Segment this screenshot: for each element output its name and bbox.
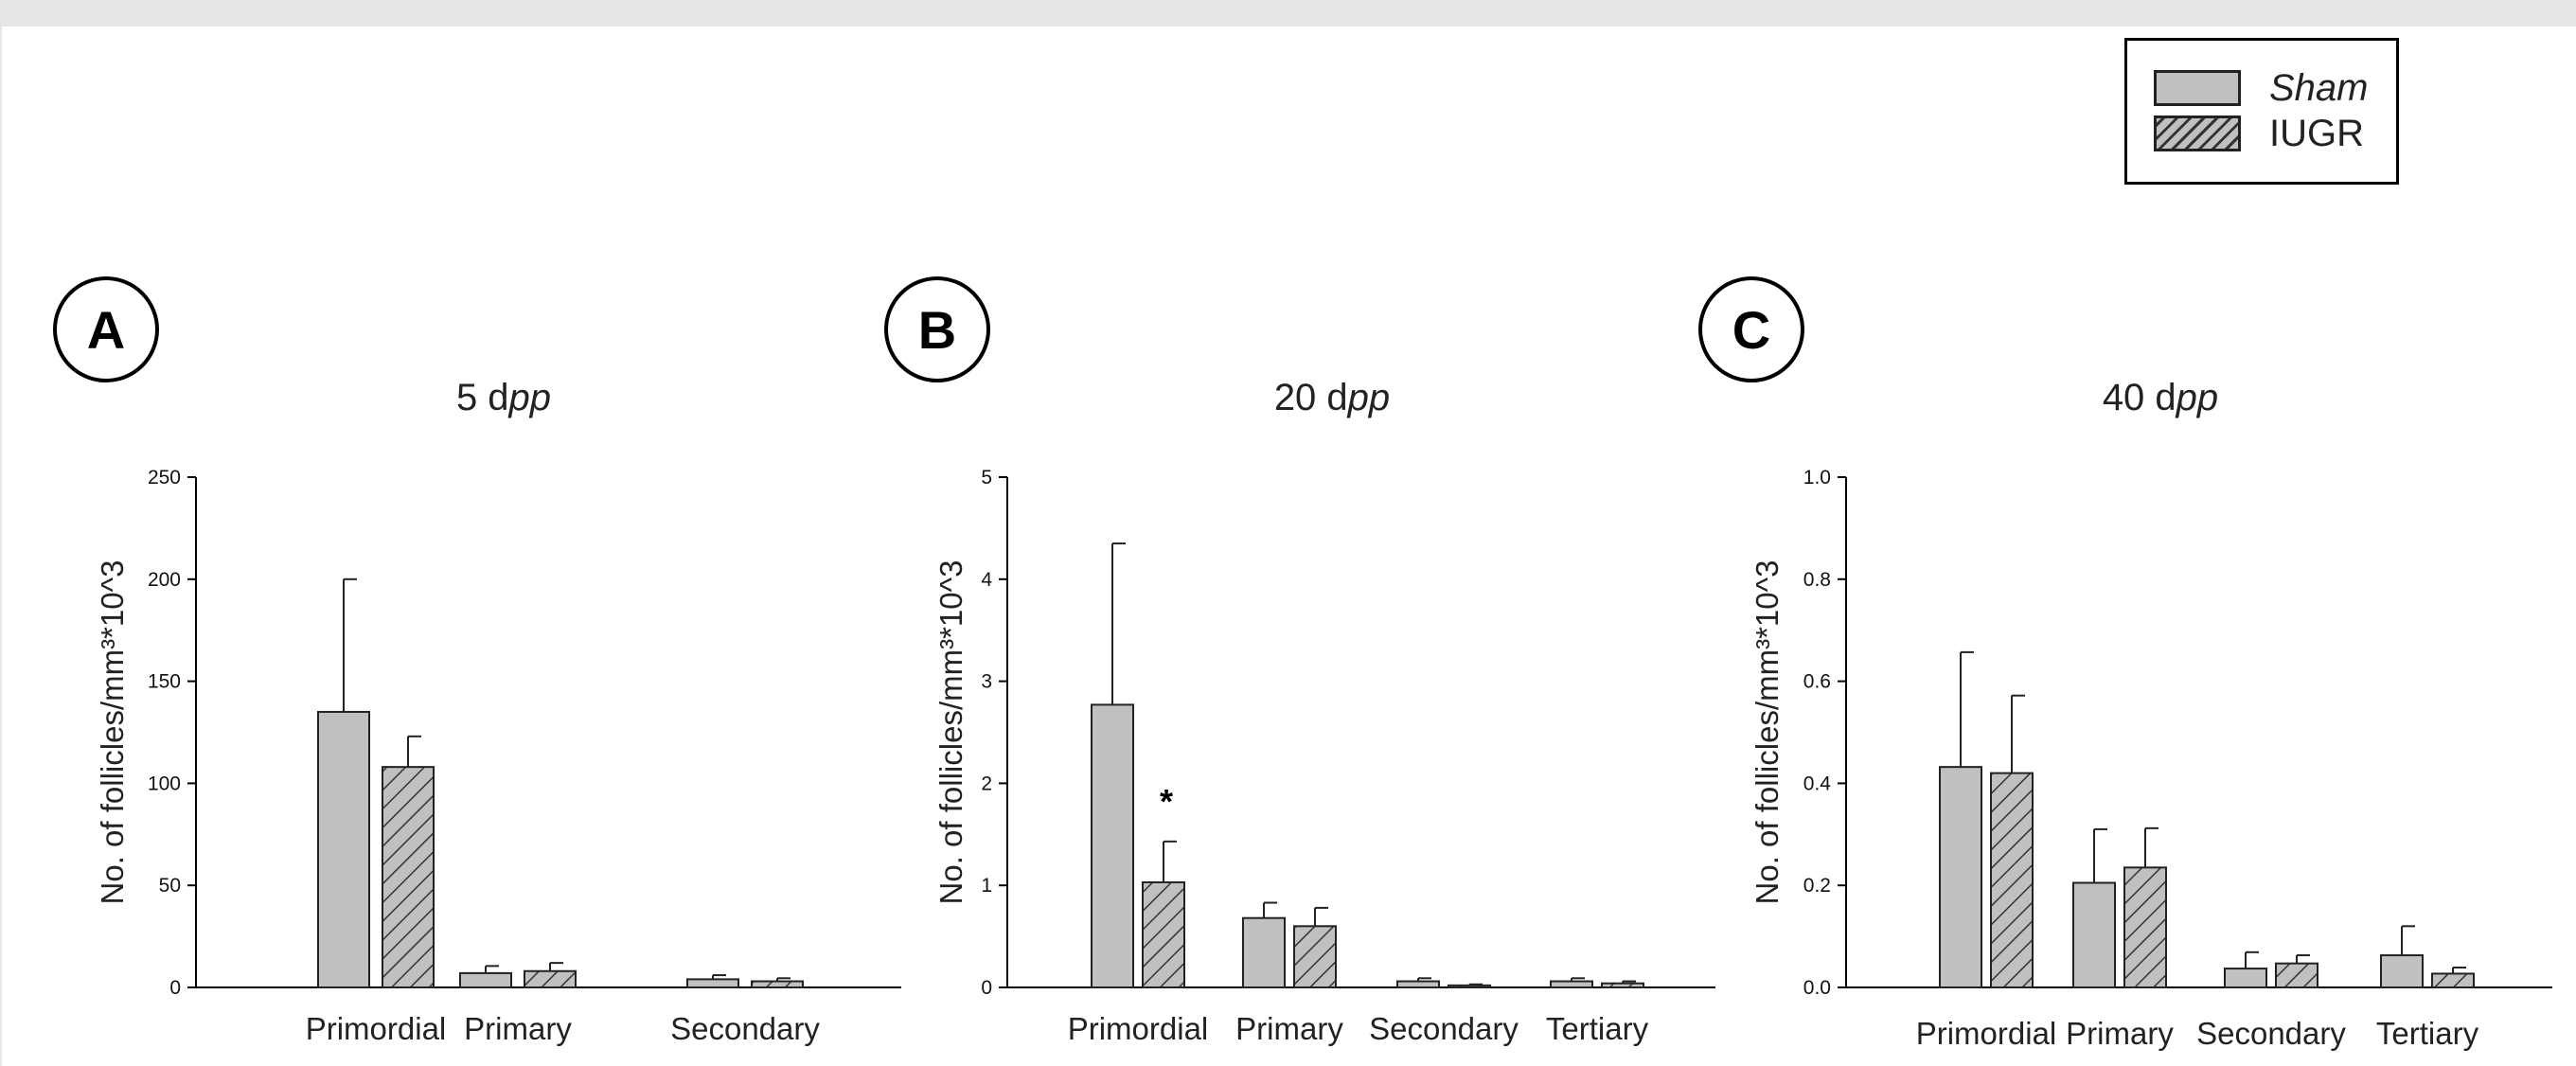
x-category-label: Primary xyxy=(464,1011,572,1046)
legend-label: Sham xyxy=(2269,66,2369,109)
bar-secondary-sham xyxy=(2224,968,2267,989)
bar-primary-sham xyxy=(2072,881,2116,989)
x-category-label: Secondary xyxy=(1369,1011,1519,1046)
y-tick-label: 0 xyxy=(169,977,181,999)
y-tick-label: 0.6 xyxy=(1803,671,1831,693)
x-category-label: Secondary xyxy=(670,1011,820,1046)
y-tick-label: 3 xyxy=(981,671,992,693)
bar-primordial-iugr xyxy=(1142,880,1185,988)
bar-primary-sham xyxy=(459,971,512,989)
legend-label: IUGR xyxy=(2269,112,2364,154)
bar-primordial-sham xyxy=(1091,703,1134,988)
chart-title: 5 dpp xyxy=(456,377,551,418)
bar-secondary-sham xyxy=(686,978,739,988)
x-category-label: Primordial xyxy=(1916,1016,2057,1051)
y-axis-label: No. of follicles/mm³*10^3 xyxy=(1750,560,1785,905)
legend: Sham IUGR xyxy=(2124,38,2399,185)
y-tick-label: 150 xyxy=(148,671,181,693)
panel-letter: C xyxy=(1732,300,1770,360)
legend-item-sham: Sham xyxy=(2154,67,2369,109)
panel-letter-circle xyxy=(1698,276,1804,382)
panel-letter: B xyxy=(918,300,956,360)
y-tick-label: 1.0 xyxy=(1803,467,1831,489)
bar-tertiary-iugr xyxy=(1601,982,1644,988)
y-tick-label: 5 xyxy=(981,467,992,489)
legend-swatch-solid xyxy=(2154,70,2241,106)
bar-primary-sham xyxy=(1242,916,1286,988)
y-tick-label: 0.2 xyxy=(1803,875,1831,897)
bar-primary-iugr xyxy=(524,969,577,989)
bar-primordial-sham xyxy=(317,710,370,988)
bar-primordial-sham xyxy=(1939,766,1982,988)
chart-title: 40 dpp xyxy=(2103,377,2218,418)
x-category-label: Primordial xyxy=(306,1011,447,1046)
legend-swatch-hatched xyxy=(2154,115,2241,151)
y-tick-label: 4 xyxy=(981,569,992,591)
x-category-label: Tertiary xyxy=(1546,1011,1649,1046)
x-category-label: Primary xyxy=(1235,1011,1343,1046)
x-category-label: Primordial xyxy=(1068,1011,1209,1046)
y-axis-label: No. of follicles/mm³*10^3 xyxy=(933,560,968,905)
panel-letter: A xyxy=(87,300,125,360)
panel-letter-circle xyxy=(884,276,990,382)
bar-tertiary-sham xyxy=(1550,980,1593,988)
x-category-label: Primary xyxy=(2066,1016,2174,1051)
chart-panel-b: B 20 dpp 0 1 2 3 4 5 No. of follicles/mm³*10^3 Pr… xyxy=(884,276,1715,1046)
bar-tertiary-iugr xyxy=(2431,972,2475,989)
x-category-label: Secondary xyxy=(2196,1016,2346,1051)
y-tick-label: 1 xyxy=(981,875,992,897)
x-category-label: Tertiary xyxy=(2376,1016,2479,1051)
bar-primordial-iugr xyxy=(382,766,435,988)
y-tick-label: 0.8 xyxy=(1803,569,1831,591)
bar-secondary-iugr xyxy=(751,980,804,988)
y-tick-label: 0.4 xyxy=(1803,773,1832,794)
bar-tertiary-sham xyxy=(2380,954,2424,989)
legend-item-iugr: IUGR xyxy=(2154,113,2364,154)
y-tick-label: 0 xyxy=(981,977,992,999)
bar-primary-iugr xyxy=(1293,925,1337,989)
y-tick-label: 200 xyxy=(148,569,181,591)
chart-panel-c: C 40 dpp 0.0 0.2 0.4 0.6 0.8 1.0 No. of follicle… xyxy=(1698,276,2552,1051)
y-tick-label: 100 xyxy=(148,773,181,794)
y-tick-label: 250 xyxy=(148,467,181,489)
y-tick-label: 2 xyxy=(981,773,992,794)
bar-secondary-iugr xyxy=(2275,962,2318,988)
bar-secondary-sham xyxy=(1396,980,1440,988)
significance-marker: * xyxy=(1160,782,1173,821)
bar-secondary-iugr xyxy=(1448,984,1491,988)
y-axis-label: No. of follicles/mm³*10^3 xyxy=(95,560,130,905)
bar-primary-iugr xyxy=(2123,866,2167,989)
chart-title: 20 dpp xyxy=(1274,377,1390,418)
y-tick-label: 50 xyxy=(159,875,181,897)
chart-panel-a: A 5 dpp 0 50 100 150 200 250 No. of follicles/mm… xyxy=(53,276,901,1046)
bar-primordial-iugr xyxy=(1990,772,2034,988)
panel-letter-circle xyxy=(53,276,159,382)
y-tick-label: 0.0 xyxy=(1803,977,1831,999)
